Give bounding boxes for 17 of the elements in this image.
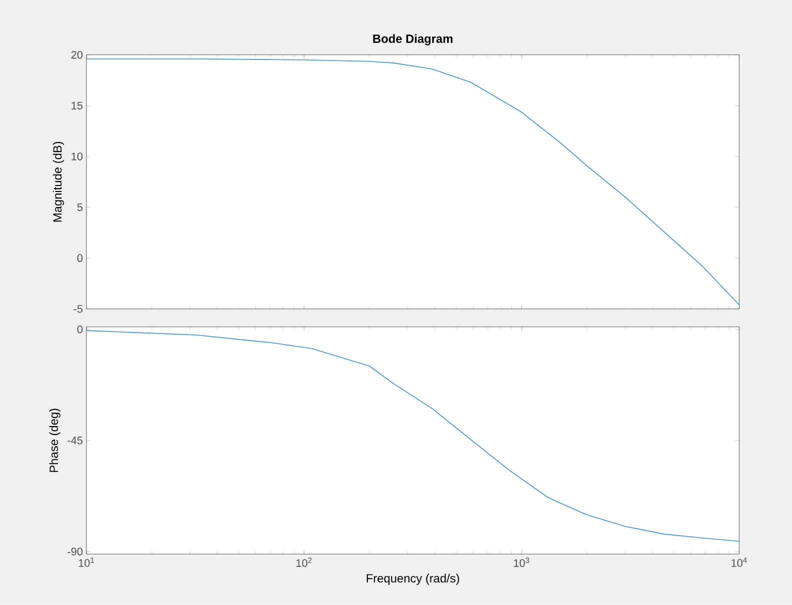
y-tick-label: -45 (68, 436, 82, 444)
chart-title: Bode Diagram (373, 34, 452, 46)
x-tick-label: 10$^{1}$ (78, 558, 94, 567)
y-tick-label: -90 (68, 548, 83, 556)
y-tick-label: 10 (72, 152, 83, 160)
x-tick-label: 10$^{3}$ (514, 558, 530, 568)
y-tick-label: 20 (71, 51, 83, 59)
x-tick-label: 10$^{2}$ (296, 558, 312, 568)
y-tick-label: 0 (77, 326, 83, 334)
x-tick-label: 10$^{4}$ (732, 558, 747, 567)
y-axis-title: Phase (deg) (49, 408, 60, 472)
y-tick-label: 15 (72, 102, 82, 110)
y-tick-label: 5 (77, 204, 82, 212)
y-tick-label: -5 (74, 305, 82, 313)
y-axis-title: Magnitude (dB) (52, 142, 64, 222)
y-tick-label: 0 (77, 254, 83, 262)
x-axis-title: Frequency (rad/s) (366, 574, 460, 585)
